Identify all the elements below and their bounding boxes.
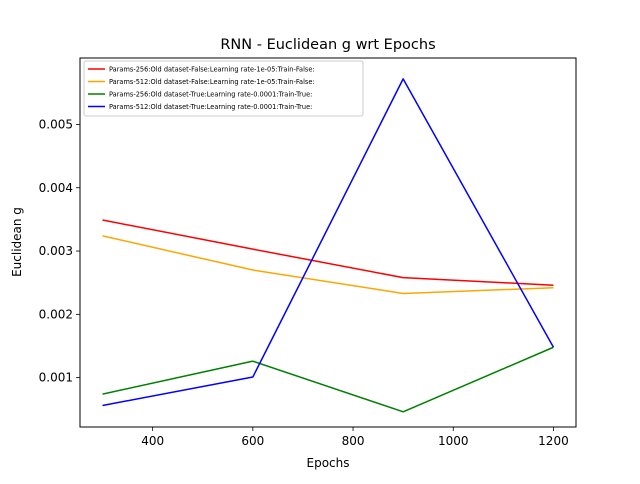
x-axis-label: Epochs bbox=[307, 456, 350, 470]
x-tick-label: 1200 bbox=[538, 434, 569, 448]
legend-label-2: Params-512:Old dataset-False:Learning ra… bbox=[109, 78, 315, 86]
legend: Params-256:Old dataset-False:Learning ra… bbox=[83, 60, 364, 117]
y-tick-label: 0.001 bbox=[39, 371, 73, 385]
y-axis-label: Euclidean g bbox=[10, 207, 24, 277]
legend-box bbox=[83, 60, 364, 117]
y-tick-label: 0.004 bbox=[39, 181, 73, 195]
legend-label-4: Params-512:Old dataset-True:Learning rat… bbox=[109, 103, 312, 111]
x-tick-label: 400 bbox=[141, 434, 164, 448]
series-line-3 bbox=[102, 346, 554, 413]
series-line-2 bbox=[102, 235, 554, 295]
chart-title: RNN - Euclidean g wrt Epochs bbox=[220, 37, 435, 53]
x-tick-label: 800 bbox=[342, 434, 365, 448]
plot-area-frame bbox=[79, 57, 577, 428]
x-tick-label: 1000 bbox=[438, 434, 469, 448]
series-layer bbox=[102, 78, 555, 413]
y-axis: 0.001 0.002 0.003 0.004 0.005 bbox=[39, 117, 80, 385]
legend-label-3: Params-256:Old dataset-True:Learning rat… bbox=[109, 91, 312, 99]
series-line-1 bbox=[102, 219, 554, 286]
y-tick-label: 0.003 bbox=[39, 244, 73, 258]
x-axis: 400 600 800 1000 1200 bbox=[141, 427, 569, 448]
legend-label-1: Params-256:Old dataset-False:Learning ra… bbox=[109, 66, 315, 74]
y-tick-label: 0.005 bbox=[39, 117, 73, 131]
series-line-4 bbox=[102, 78, 555, 407]
x-tick-label: 600 bbox=[241, 434, 264, 448]
y-tick-label: 0.002 bbox=[39, 307, 73, 321]
